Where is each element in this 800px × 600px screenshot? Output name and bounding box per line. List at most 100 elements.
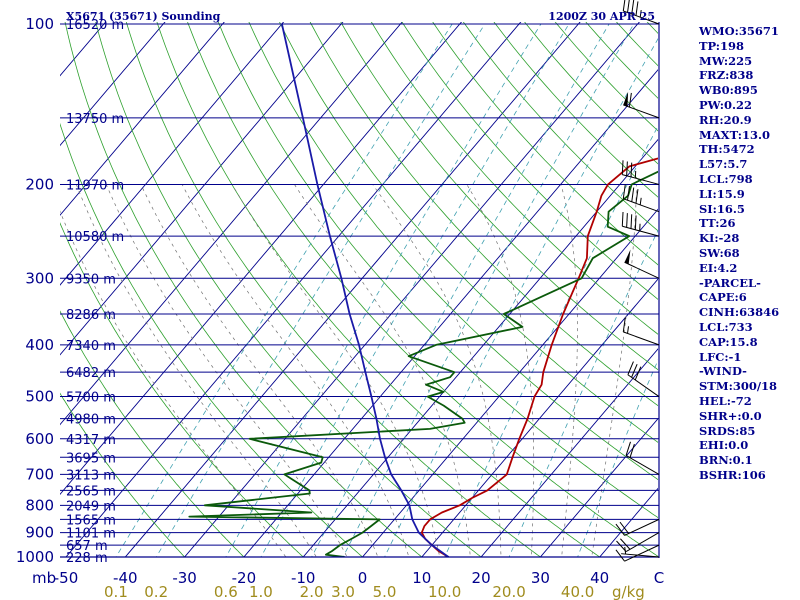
isotherm-line <box>60 22 463 495</box>
wind-barb-staff <box>623 198 660 213</box>
dry-adiabat-line <box>340 22 658 371</box>
index-item: WB0:895 <box>699 83 758 98</box>
moist-adiabat-line <box>75 184 317 557</box>
mixing-ratio-tick-label: 0.6 <box>214 583 238 600</box>
mixing-ratio-tick-label: 0.2 <box>144 583 168 600</box>
wind-barb-flag <box>622 184 626 199</box>
index-item: LCL:798 <box>699 171 753 186</box>
isotherm-line <box>480 348 658 557</box>
index-item: MW:225 <box>699 53 753 68</box>
mixing-ratio-line <box>384 37 658 557</box>
isotherm-line <box>60 22 403 426</box>
wind-barb-staff <box>622 174 660 185</box>
index-item: LCL:733 <box>699 319 753 334</box>
pressure-tick-label: 500 <box>25 388 54 406</box>
wind-barb <box>621 160 660 185</box>
height-tick-label: 4980 m <box>66 413 116 428</box>
height-tick-label: 7340 m <box>66 339 116 354</box>
mixing-ratio-unit-label: g/kg <box>612 583 645 600</box>
index-item: CINH:63846 <box>699 305 780 320</box>
wind-barb-staff <box>625 455 660 475</box>
wind-barb-flag <box>626 213 628 228</box>
mixing-ratio-line <box>311 23 610 557</box>
mixing-ratio-line <box>115 23 453 557</box>
wind-barb-flag <box>629 443 635 458</box>
wind-barb-flag <box>628 92 632 108</box>
height-tick-label: 10580 m <box>66 230 124 245</box>
pressure-tick-label: 700 <box>25 465 54 483</box>
moist-adiabat-line <box>181 184 410 557</box>
temperature-tick-label: -50 <box>54 569 79 587</box>
dry-adiabat-line <box>370 22 658 335</box>
wind-barb-half-flag <box>639 197 642 205</box>
temperature-tick-label: -30 <box>172 569 197 587</box>
dewpoint-profile-line <box>188 170 658 557</box>
wind-barb-half-flag <box>627 326 630 334</box>
wind-barb-flag <box>622 317 626 332</box>
index-item: WMO:35671 <box>699 24 779 38</box>
index-item: EI:4.2 <box>699 260 738 275</box>
chart-date: 1200Z 30 APR 25 <box>548 10 655 23</box>
wind-barb-flag <box>627 0 630 13</box>
wind-barb-flag <box>615 549 625 562</box>
temperature-tick-label: 20 <box>472 569 491 587</box>
wind-barb-flag <box>616 540 627 552</box>
wind-barb-flag <box>620 538 631 550</box>
height-tick-label: 1565 m <box>66 513 116 528</box>
isobars <box>60 23 659 558</box>
height-tick-label: 5700 m <box>66 391 116 406</box>
index-item: EHI:0.0 <box>699 438 749 453</box>
index-item: CAPE:6 <box>699 290 747 305</box>
pressure-tick-label: 600 <box>25 430 54 448</box>
pressure-tick-label: 1000 <box>16 548 54 566</box>
dry-adiabat-line <box>60 222 304 557</box>
height-tick-label: 2049 m <box>66 499 116 514</box>
temperature-profile-line <box>420 157 658 557</box>
height-tick-label: 6482 m <box>66 366 116 381</box>
wind-barb-flag <box>627 361 634 375</box>
wind-barb-flag <box>615 523 625 536</box>
pressure-tick-label: 200 <box>25 175 54 193</box>
wind-barb-staff <box>622 225 660 237</box>
wind-barb <box>627 361 660 397</box>
height-tick-label: 3695 m <box>66 451 116 466</box>
wind-barb-flag <box>621 160 624 175</box>
mixing-ratio-tick-label: 3.0 <box>331 583 355 600</box>
mixing-ratio-tick-label: 2.0 <box>300 583 324 600</box>
index-item: BRN:0.1 <box>699 453 753 468</box>
wind-barb-flag <box>631 187 635 202</box>
isotherm-line <box>60 22 344 356</box>
pressure-tick-label: 800 <box>25 496 54 514</box>
index-item: L57:5.7 <box>699 157 748 172</box>
index-item: TH:5472 <box>699 142 755 157</box>
isotherm-line <box>124 22 581 557</box>
dry-adiabat-line <box>432 22 658 266</box>
wind-barb-flag <box>626 161 628 176</box>
height-tick-label: 2565 m <box>66 484 116 499</box>
index-item: LI:15.9 <box>699 186 745 201</box>
chart-title: X5671 (35671) Sounding <box>66 10 221 23</box>
temperature-tick-label: -20 <box>232 569 257 587</box>
index-item: SW:68 <box>699 245 740 260</box>
moist-adiabat-line <box>140 184 379 557</box>
mixing-ratio-tick-label: 20.0 <box>492 583 525 600</box>
dry-adiabat-line <box>279 22 658 443</box>
mixing-ratio-tick-label: 5.0 <box>373 583 397 600</box>
temperature-tick-label: -40 <box>113 569 138 587</box>
height-tick-label: 4317 m <box>66 433 116 448</box>
dry-adiabat-line <box>217 22 658 519</box>
height-tick-label: 16520 m <box>66 18 124 33</box>
index-item: HEL:-72 <box>699 393 752 408</box>
height-tick-label: 8286 m <box>66 308 116 323</box>
dry-adiabat-line <box>187 22 658 557</box>
wind-barb <box>615 544 660 562</box>
wind-barb-flag <box>631 363 638 378</box>
wind-barb-flag <box>635 189 639 204</box>
background-lines <box>60 22 658 557</box>
wind-barb <box>616 532 660 553</box>
isotherm-line <box>243 69 658 557</box>
dry-adiabat-line <box>125 22 542 557</box>
wind-barb-staff <box>623 10 660 25</box>
moist-adiabat-line <box>105 184 348 557</box>
